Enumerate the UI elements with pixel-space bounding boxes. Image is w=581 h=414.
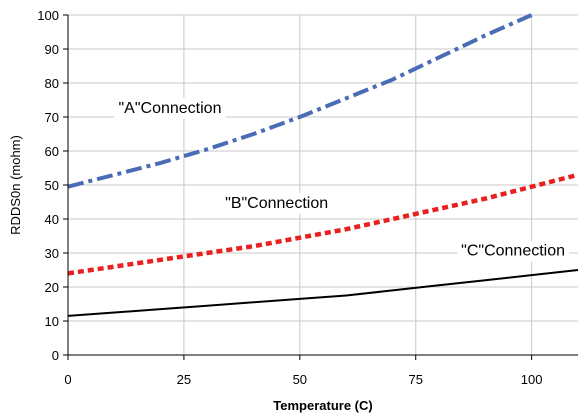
x-axis-title: Temperature (C) bbox=[273, 398, 372, 413]
annotation-bg bbox=[221, 193, 333, 214]
annotation-1: "B"Connection bbox=[221, 193, 333, 214]
annotation-0: "A"Connection bbox=[114, 97, 226, 119]
series-line-1 bbox=[68, 172, 579, 276]
y-tick-label: 20 bbox=[45, 280, 59, 295]
annotation-2: "C"Connection bbox=[457, 240, 570, 262]
series-line-2 bbox=[68, 269, 579, 317]
annotation-bg bbox=[114, 97, 226, 119]
y-tick-label: 30 bbox=[45, 246, 59, 261]
y-tick-label: 70 bbox=[45, 110, 59, 125]
axes bbox=[63, 14, 578, 360]
y-tick-label: 80 bbox=[45, 76, 59, 91]
y-tick-label: 60 bbox=[45, 144, 59, 159]
y-tick-label: 40 bbox=[45, 212, 59, 227]
x-tick-label: 50 bbox=[293, 372, 307, 387]
annotation-label: "B"Connection bbox=[225, 195, 328, 212]
annotation-label: "C"Connection bbox=[461, 243, 565, 260]
x-tick-label: 25 bbox=[177, 372, 191, 387]
grid-lines bbox=[67, 14, 578, 356]
annotation-bg bbox=[457, 240, 570, 262]
y-tick-label: 0 bbox=[52, 348, 59, 363]
y-tick-labels: 0 10 20 30 40 50 60 70 80 90 100 bbox=[37, 8, 59, 363]
series-lines bbox=[68, 13, 579, 317]
y-tick-label: 90 bbox=[45, 42, 59, 57]
y-tick-label: 100 bbox=[37, 8, 59, 23]
y-tick-label: 50 bbox=[45, 178, 59, 193]
y-axis-title: RDDS0n (mohm) bbox=[8, 135, 23, 235]
x-tick-label: 0 bbox=[64, 372, 71, 387]
x-tick-label: 100 bbox=[521, 372, 543, 387]
annotation-label: "A"Connection bbox=[119, 100, 222, 117]
x-tick-labels: 0 25 50 75 100 bbox=[64, 372, 542, 387]
series-line-0 bbox=[68, 13, 533, 189]
annotations: "A"Connection "B"Connection "C"Connection bbox=[114, 97, 570, 262]
x-tick-label: 75 bbox=[408, 372, 422, 387]
y-tick-label: 10 bbox=[45, 314, 59, 329]
